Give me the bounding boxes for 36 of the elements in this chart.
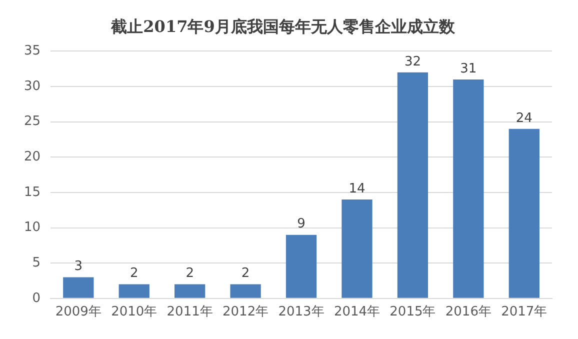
y-tick-label: 35 [24,44,41,59]
bar [508,128,540,298]
bar [174,284,206,298]
bar [63,277,94,298]
data-label: 9 [297,216,306,232]
data-label: 3 [74,259,83,274]
x-tick-label: 2010年 [111,304,158,320]
data-label: 31 [460,61,477,76]
x-tick-label: 2014年 [334,304,380,320]
x-tick-label: 2015年 [390,304,436,320]
y-tick-label: 25 [24,114,41,130]
data-label: 2 [130,266,138,282]
data-label: 24 [516,110,532,126]
bar [286,234,317,298]
bar [118,284,150,298]
data-label: 14 [348,181,366,196]
x-tick-label: 2017年 [501,304,548,320]
data-label: 2 [186,266,194,282]
bar [453,79,484,298]
y-tick-label: 15 [24,184,41,200]
data-label: 32 [404,54,421,70]
data-label: 2 [241,266,250,282]
x-tick-label: 2009年 [55,304,102,320]
bar [230,284,261,298]
y-tick-label: 20 [24,150,41,165]
y-tick-label: 10 [24,220,41,236]
bar [397,72,428,298]
y-tick-label: 0 [32,290,41,306]
chart-title: 截止2017年9月底我国每年无人零售企业成立数 [110,16,456,36]
x-tick-label: 2016年 [445,304,492,320]
x-tick-label: 2012年 [222,304,269,320]
x-tick-label: 2013年 [278,304,324,320]
y-tick-label: 30 [24,78,41,94]
y-tick-label: 5 [32,255,41,270]
x-tick-label: 2011年 [166,304,213,320]
bar [342,200,372,298]
